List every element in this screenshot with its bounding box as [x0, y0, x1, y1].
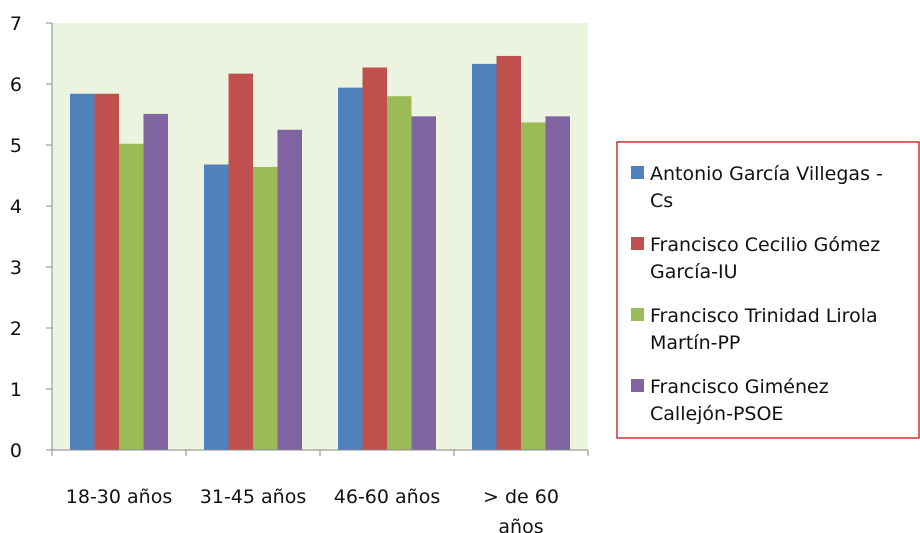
x-tick-label: 46-60 años [334, 486, 440, 508]
y-tick-label: 7 [10, 13, 22, 35]
bar [94, 93, 119, 450]
x-tick-label: > de 60 años [483, 486, 559, 533]
x-tick-label: 18-30 años [66, 486, 172, 508]
x-axis-ticks: 18-30 años 31-45 años 46-60 años > de 60 año… [51, 450, 589, 533]
bar [521, 122, 546, 451]
bar [253, 166, 278, 450]
y-tick-label: 4 [10, 196, 22, 218]
bar [70, 93, 95, 450]
y-axis-ticks: 0 1 2 3 4 5 6 7 [10, 13, 52, 462]
legend-swatch [631, 237, 644, 250]
bar [496, 55, 521, 450]
bar [143, 113, 168, 450]
bars-layer [70, 55, 570, 451]
y-tick-label: 0 [10, 440, 22, 462]
bar [277, 129, 302, 450]
bar [204, 164, 229, 450]
legend-items: Antonio García Villegas -Cs Francisco Cec… [631, 163, 883, 425]
y-tick-label: 3 [10, 257, 22, 279]
bar [545, 116, 570, 450]
bar [387, 96, 412, 450]
legend-label: Antonio García Villegas -Cs [650, 163, 883, 212]
legend-label: Francisco Trinidad Lirola Martín-PP [650, 305, 878, 354]
y-tick-label: 6 [10, 74, 22, 96]
bar [411, 116, 436, 450]
legend-swatch [631, 379, 644, 392]
x-tick-label: 31-45 años [200, 486, 306, 508]
bar [119, 143, 144, 450]
bar [362, 67, 387, 450]
legend-swatch [631, 308, 644, 321]
legend: Antonio García Villegas -Cs Francisco Cec… [616, 141, 920, 439]
y-tick-label: 2 [10, 318, 22, 340]
y-tick-label: 1 [10, 379, 22, 401]
bar [228, 73, 253, 450]
bar [338, 87, 363, 450]
bar [472, 63, 497, 451]
legend-swatch [631, 166, 644, 179]
y-tick-label: 5 [10, 135, 22, 157]
legend-border [616, 141, 920, 439]
legend-label: Francisco Giménez Callejón-PSOE [650, 376, 829, 425]
legend-label: Francisco Cecilio Gómez García-IU [650, 234, 880, 283]
